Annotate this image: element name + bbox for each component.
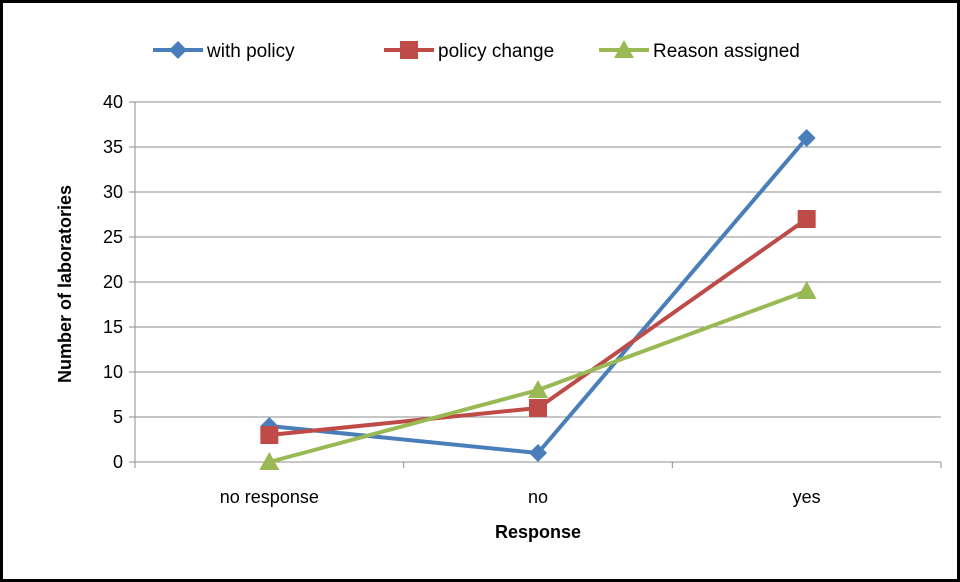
data-point-reason-assigned (528, 380, 548, 398)
legend-marker-reason-assigned (614, 40, 634, 58)
legend-marker-policy-change (400, 41, 418, 59)
y-axis-title: Number of laboratories (55, 185, 75, 383)
data-point-policy-change (529, 399, 547, 417)
data-point-with-policy (529, 444, 547, 462)
legend-marker-with-policy (169, 41, 187, 59)
legend-item-reason-assigned: Reason assigned (599, 40, 800, 62)
y-tick-label: 30 (103, 182, 123, 202)
legend-label-reason-assigned: Reason assigned (653, 41, 800, 62)
x-tick-label: yes (793, 487, 821, 507)
data-point-policy-change (797, 210, 816, 228)
data-point-policy-change (260, 426, 279, 444)
x-tick-label: no response (220, 487, 319, 507)
data-point-with-policy (797, 129, 816, 147)
series-lines (259, 129, 817, 470)
y-tick-label: 25 (103, 227, 123, 247)
y-tick-label: 20 (103, 272, 123, 292)
gridlines (135, 101, 941, 418)
legend-label-with-policy: with policy (206, 41, 295, 62)
legend-item-with-policy: with policy (153, 41, 295, 62)
legend: with policy policy change Reason assigned (153, 40, 800, 62)
y-tick-label: 5 (113, 407, 123, 427)
x-axis-title: Response (495, 522, 581, 542)
y-tick-label: 40 (103, 92, 123, 112)
line-chart: 0 5 10 15 20 25 30 35 40 no response no yes with p… (55, 40, 942, 542)
series-line-reason-assigned (268, 289, 808, 464)
x-tick-labels: no response no yes (220, 487, 821, 507)
y-tick-label: 10 (103, 362, 123, 382)
y-tick-label: 15 (103, 317, 123, 337)
data-point-reason-assigned (259, 452, 280, 470)
x-tick-label: no (528, 487, 548, 507)
y-tick-label: 0 (113, 452, 123, 472)
y-tick-labels: 0 5 10 15 20 25 30 35 40 (103, 92, 123, 472)
series-policy-change (260, 210, 816, 444)
series-reason-assigned (259, 281, 817, 470)
y-tick-label: 35 (103, 137, 123, 157)
legend-item-policy-change: policy change (384, 41, 554, 62)
legend-label-policy-change: policy change (438, 41, 554, 62)
data-point-reason-assigned (796, 281, 817, 299)
